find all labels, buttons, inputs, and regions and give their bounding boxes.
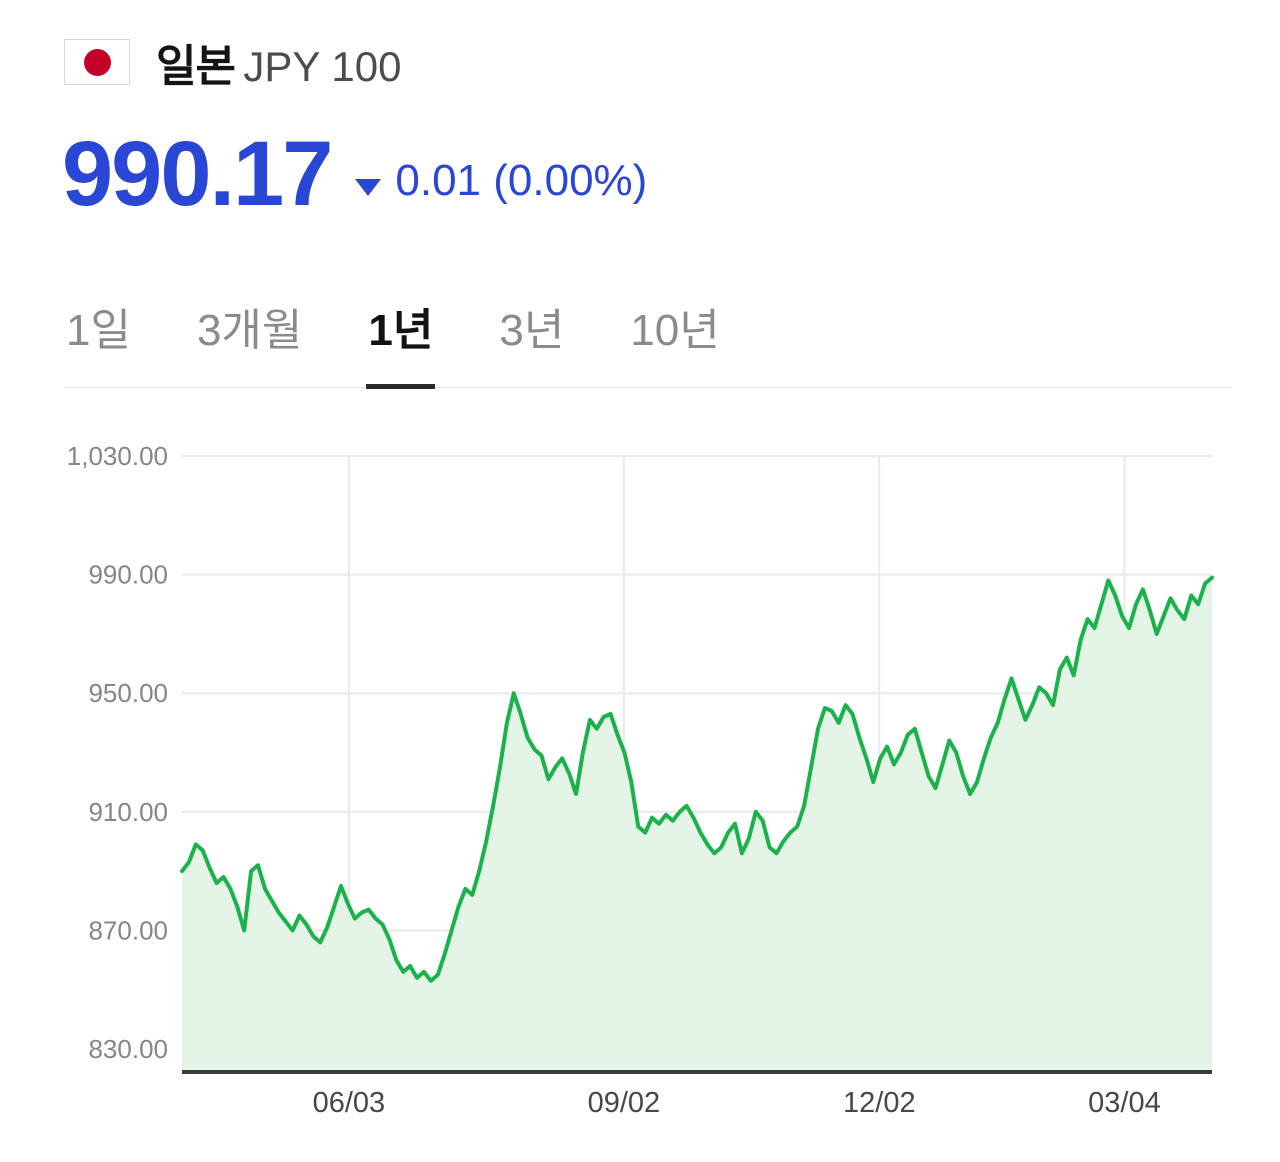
tab-10years[interactable]: 10년 [630, 306, 720, 355]
country-title: 일본 JPY 100 [156, 30, 401, 94]
svg-text:1,030.00: 1,030.00 [67, 444, 168, 471]
price-change: 0.01 (0.00%) [395, 156, 648, 205]
svg-text:06/03: 06/03 [313, 1087, 386, 1119]
country-name: 일본 [156, 42, 236, 91]
svg-text:950.00: 950.00 [88, 678, 168, 708]
current-price: 990.17 [62, 123, 333, 225]
quote-row: 990.17 0.01 (0.00%) [0, 94, 1280, 220]
svg-text:09/02: 09/02 [588, 1087, 661, 1119]
tab-1year[interactable]: 1년 [366, 294, 436, 389]
header: 일본 JPY 100 [0, 0, 1280, 94]
tab-3months[interactable]: 3개월 [196, 306, 303, 355]
svg-text:12/02: 12/02 [843, 1087, 916, 1119]
currency-code: JPY 100 [243, 43, 402, 90]
tab-1day[interactable]: 1일 [66, 306, 131, 355]
tab-3years[interactable]: 3년 [499, 306, 565, 355]
svg-text:830.00: 830.00 [88, 1034, 168, 1064]
period-tabs: 1일 3개월 1년 3년 10년 [64, 294, 1232, 389]
chart-area[interactable]: 1,030.00 990.00 950.00 910.00 870.00 830.00 06… [0, 441, 1280, 1139]
svg-text:03/04: 03/04 [1088, 1087, 1161, 1119]
down-triangle-icon [355, 178, 382, 196]
japan-flag-circle [83, 48, 111, 76]
japan-flag-icon [64, 39, 130, 85]
svg-text:870.00: 870.00 [88, 915, 168, 945]
chart-svg[interactable]: 1,030.00 990.00 950.00 910.00 870.00 830.00 06… [0, 441, 1280, 1134]
svg-text:910.00: 910.00 [88, 797, 168, 827]
svg-text:990.00: 990.00 [88, 560, 168, 590]
